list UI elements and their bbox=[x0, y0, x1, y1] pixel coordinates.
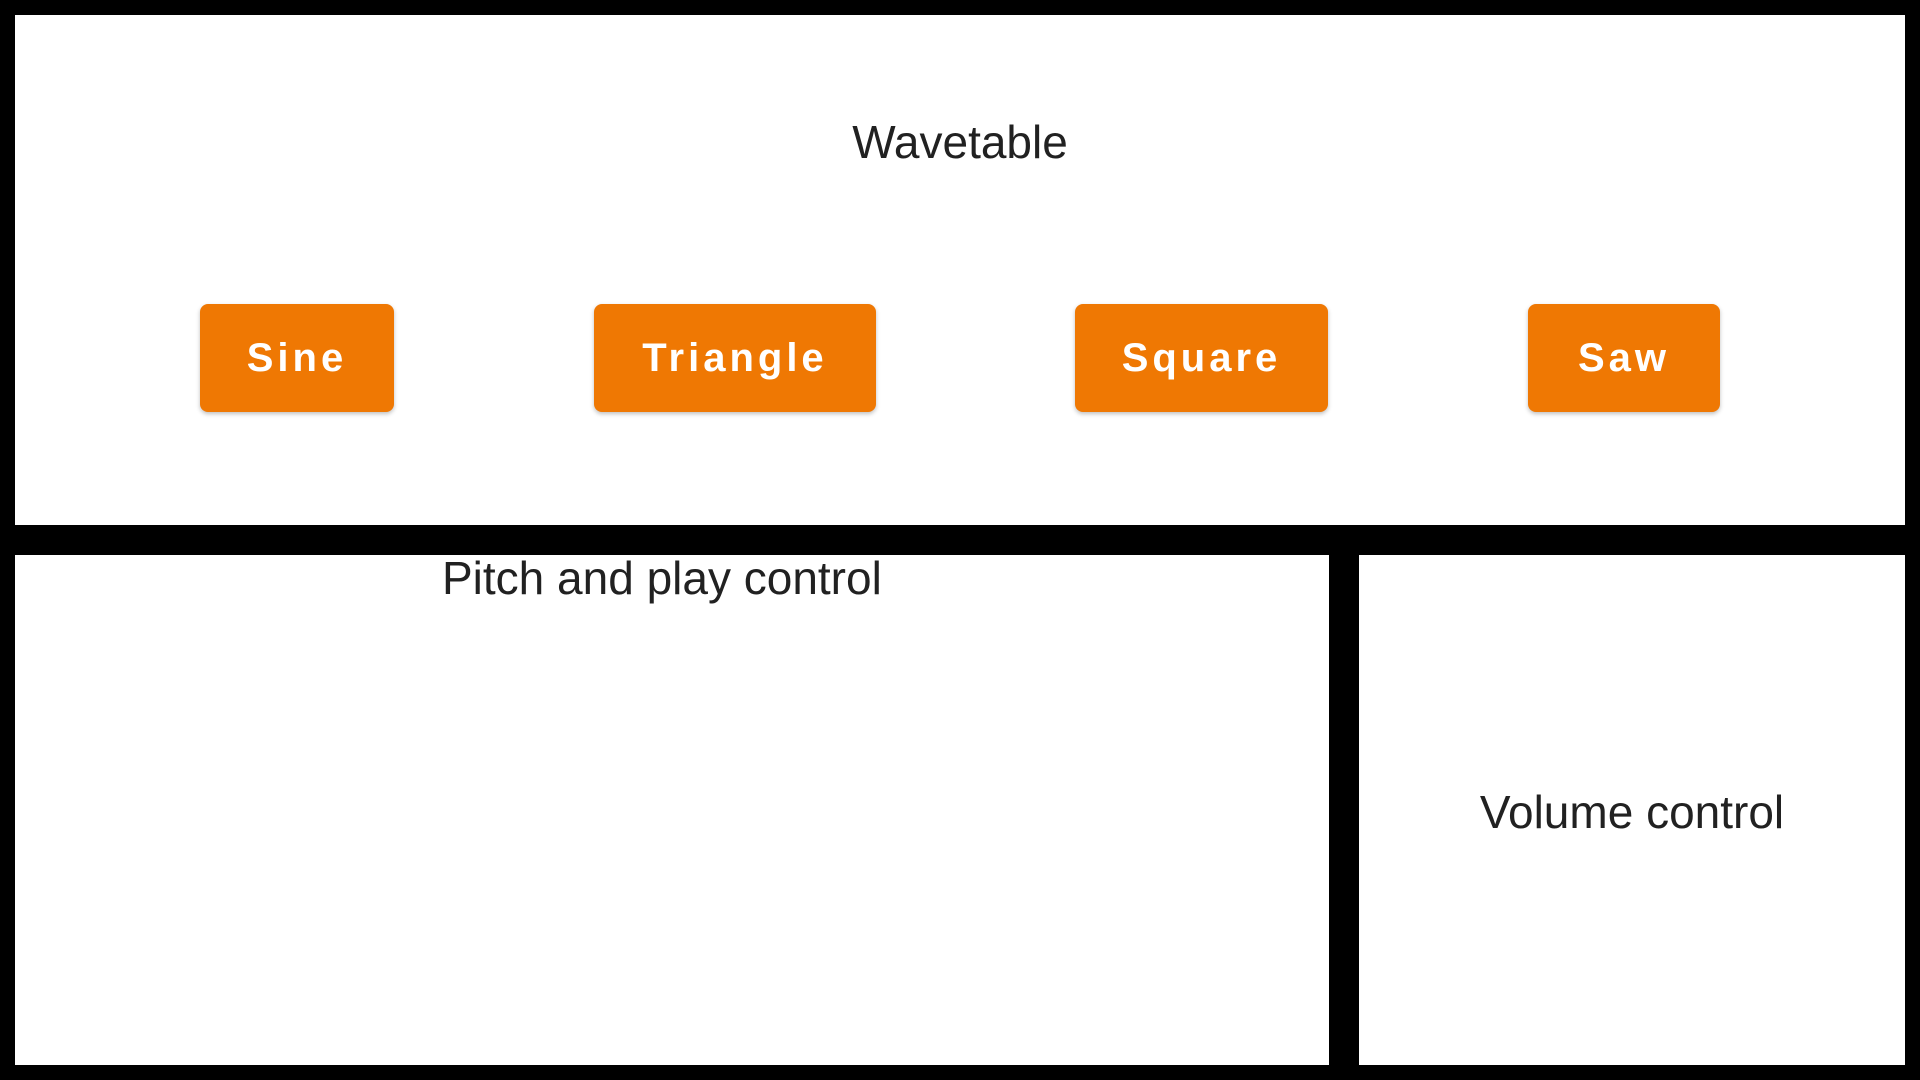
wavetable-title: Wavetable bbox=[852, 116, 1068, 168]
saw-button[interactable]: Saw bbox=[1528, 304, 1720, 412]
sine-button[interactable]: Sine bbox=[200, 304, 394, 412]
pitch-play-control-title: Pitch and play control bbox=[442, 552, 882, 604]
volume-control-title: Volume control bbox=[1479, 786, 1785, 838]
pitch-play-control-pad[interactable]: Pitch and play control bbox=[15, 555, 1329, 1065]
volume-control-pad[interactable]: Volume control bbox=[1359, 555, 1905, 1065]
wavetable-panel: Wavetable Sine Triangle Square Saw bbox=[15, 15, 1905, 525]
triangle-button[interactable]: Triangle bbox=[594, 304, 876, 412]
square-button[interactable]: Square bbox=[1075, 304, 1328, 412]
